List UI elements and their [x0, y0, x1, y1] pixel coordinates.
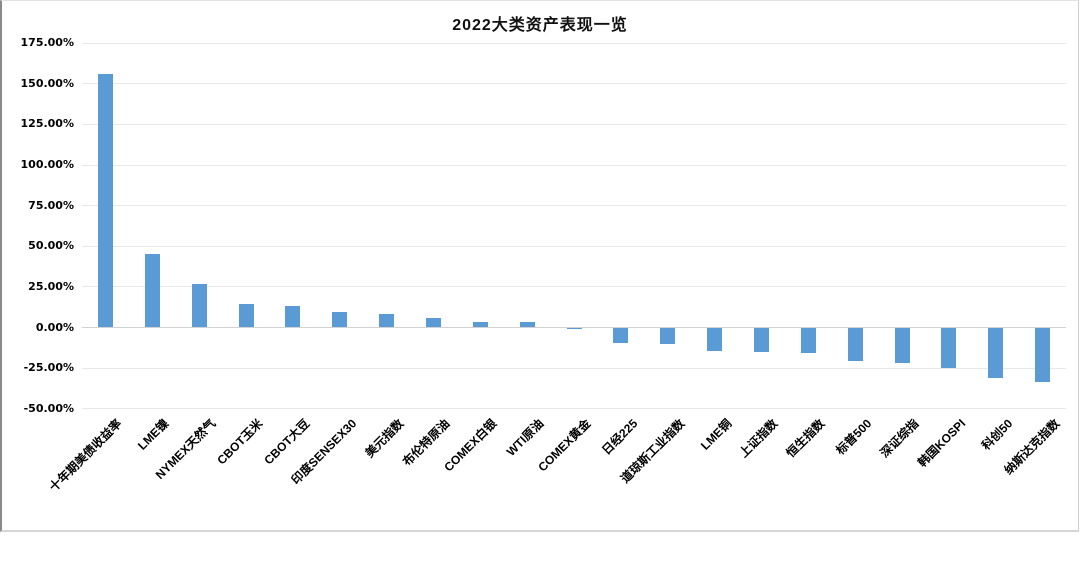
bar-2 [144, 254, 160, 328]
bar-chart-plot-area: 175.00% 150.00% 125.00% 100.00% 75.00% 50.00%… [2, 1, 1080, 534]
y-axis-tick-label: -25.00% [23, 361, 74, 375]
gridline [82, 83, 1066, 85]
bar-20 [988, 327, 1004, 378]
y-axis-tick-label: 100.00% [20, 158, 74, 172]
bar-18 [894, 327, 910, 364]
gridline [82, 408, 1066, 410]
gridline [82, 286, 1066, 288]
bar-19 [941, 327, 957, 369]
gridline [82, 367, 1066, 369]
bar-16 [800, 327, 816, 354]
bar-14 [707, 327, 723, 352]
y-axis-tick-label: 25.00% [28, 279, 74, 293]
bar-4 [238, 303, 254, 328]
y-axis-tick-label: 75.00% [28, 198, 74, 212]
bar-5 [285, 306, 301, 328]
bar-15 [753, 327, 769, 353]
chart-title: 2022大类资产表现一览 [452, 17, 628, 34]
gridline [82, 164, 1066, 166]
y-axis-tick-label: 0.00% [35, 320, 74, 334]
bar-21 [1035, 327, 1051, 382]
gridline [82, 42, 1066, 44]
gridline [82, 245, 1066, 247]
bar-17 [847, 327, 863, 361]
bar-8 [425, 317, 441, 328]
y-axis-tick-label: 150.00% [20, 76, 74, 90]
gridline [82, 205, 1066, 207]
bar-3 [191, 283, 207, 328]
bar-1 [97, 74, 113, 328]
y-axis-tick-label: 125.00% [20, 117, 74, 131]
bar-7 [379, 313, 395, 328]
y-axis-tick-label: -50.00% [23, 401, 74, 415]
bar-6 [332, 311, 348, 328]
y-axis-tick-label: 50.00% [28, 239, 74, 253]
gridline [82, 123, 1066, 125]
bar-10 [519, 322, 535, 328]
bar-11 [566, 327, 582, 329]
y-axis-tick-label: 175.00% [20, 36, 74, 50]
bar-9 [472, 321, 488, 328]
bar-13 [660, 327, 676, 344]
chart-window: 2022大类资产表现一览 175.00% 150.00% 125.00% 100.00… [0, 0, 1079, 532]
bar-12 [613, 327, 629, 344]
